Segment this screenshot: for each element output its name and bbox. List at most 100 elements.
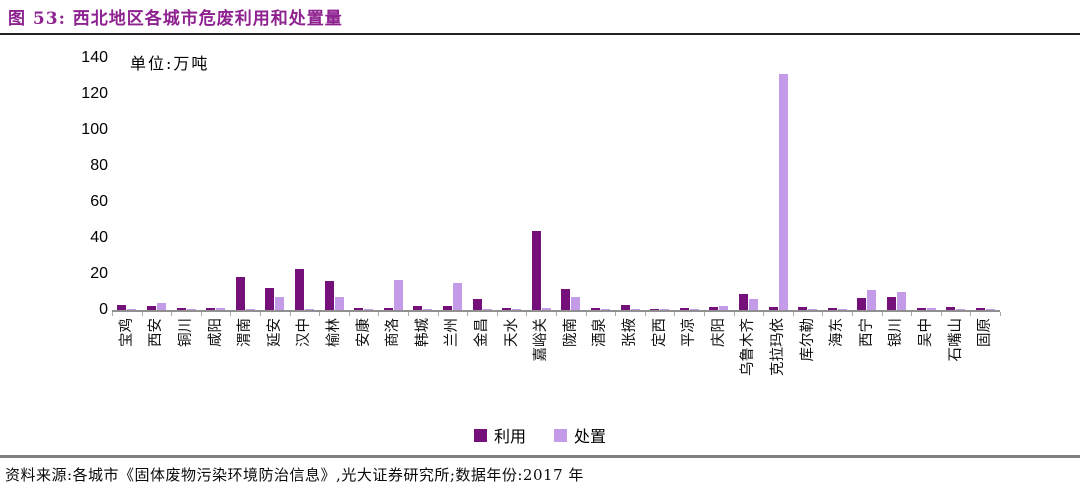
x-axis-tick: [881, 312, 883, 316]
y-tick-label: 120: [81, 85, 108, 102]
bar-利用-韩城: [413, 306, 423, 310]
x-axis-tick: [200, 312, 202, 316]
bar-利用-克拉玛依: [768, 307, 778, 310]
bar-利用-咸阳: [206, 308, 216, 310]
x-axis-tick: [585, 312, 587, 316]
bar-利用-金昌: [472, 299, 482, 310]
x-category-label: 银川: [888, 318, 905, 347]
x-category-label: 酒泉: [592, 318, 609, 347]
bar-利用-吴中: [916, 308, 926, 310]
x-axis-tick: [378, 312, 380, 316]
bar-处置-定西: [660, 308, 670, 310]
x-axis-tick: [792, 312, 794, 316]
x-axis-tick: [704, 312, 705, 316]
bar-利用-石嘴山: [946, 307, 956, 310]
x-axis-tick: [289, 312, 291, 316]
bar-处置-兰州: [452, 283, 462, 310]
bar-利用-天水: [502, 308, 512, 310]
bar-处置-宝鸡: [127, 308, 137, 310]
bar-处置-银川: [896, 292, 906, 310]
bar-处置-吴中: [926, 308, 936, 310]
bar-处置-咸阳: [216, 308, 226, 310]
bar-处置-渭南: [245, 308, 255, 310]
x-category-label: 汉中: [296, 318, 313, 347]
bar-处置-安康: [364, 308, 374, 310]
x-category-label: 咸阳: [207, 318, 224, 347]
figure-title: 图 53: 西北地区各城市危废利用和处置量: [8, 4, 343, 29]
x-category-label: 西安: [148, 318, 165, 347]
bar-处置-海东: [837, 308, 847, 310]
bar-利用-陇南: [561, 289, 571, 310]
x-category-label: 张掖: [622, 318, 638, 347]
x-axis-tick: [260, 312, 261, 316]
bar-利用-嘉峪关: [531, 230, 541, 310]
x-axis-tick: [496, 312, 498, 316]
source-note: 资料来源:各城市《固体废物污染环境防治信息》,光大证券研究所;数据年份:2017…: [5, 466, 584, 484]
x-axis-tick: [141, 312, 143, 316]
y-tick-label: 100: [81, 121, 108, 138]
x-axis-tick: [408, 312, 409, 316]
bar-处置-石嘴山: [956, 308, 966, 310]
plot-area: [112, 58, 1000, 312]
x-category-label: 吴中: [918, 318, 934, 347]
bar-处置-库尔勒: [808, 308, 818, 310]
bar-处置-韩城: [423, 308, 433, 310]
bar-处置-天水: [512, 308, 522, 310]
footer-divider: [0, 455, 1080, 458]
bar-利用-宝鸡: [117, 304, 127, 310]
bar-处置-酒泉: [600, 308, 610, 310]
bar-处置-金昌: [482, 308, 492, 310]
figure-title-text: 西北地区各城市危废利用和处置量: [72, 9, 343, 29]
bar-利用-西安: [146, 305, 156, 310]
x-axis-tick: [674, 312, 676, 316]
bar-处置-西宁: [867, 290, 877, 310]
x-axis-tick: [556, 312, 557, 316]
bar-利用-固原: [975, 308, 985, 310]
x-axis-tick: [763, 312, 765, 316]
x-category-label: 克拉玛依: [770, 318, 786, 376]
legend-label: 处置: [574, 427, 607, 446]
x-category-label: 嘉峪关: [533, 318, 550, 362]
bar-处置-张掖: [630, 308, 640, 310]
bar-利用-渭南: [235, 276, 245, 310]
x-axis-tick: [644, 312, 646, 316]
x-category-label: 金昌: [474, 318, 490, 347]
y-tick-label: 20: [90, 265, 108, 282]
x-axis-tick: [970, 312, 972, 316]
legend-swatch-icon: [473, 428, 487, 442]
bar-利用-兰州: [442, 305, 452, 310]
bar-利用-银川: [886, 297, 896, 310]
bar-利用-库尔勒: [798, 307, 808, 310]
x-category-label: 渭南: [237, 318, 254, 347]
x-category-label: 商洛: [385, 318, 402, 347]
bar-处置-西安: [156, 302, 166, 310]
x-axis-tick: [911, 312, 913, 316]
bar-处置-商洛: [393, 280, 403, 310]
x-axis-tick: [467, 312, 469, 316]
y-tick-label: 80: [90, 157, 108, 174]
bar-利用-商洛: [383, 308, 393, 310]
x-category-label: 兰州: [444, 318, 461, 347]
x-category-label: 铜川: [178, 318, 194, 347]
title-divider: [0, 33, 1080, 35]
x-axis-tick: [319, 312, 321, 316]
bar-利用-平凉: [679, 308, 689, 310]
bar-利用-汉中: [294, 268, 304, 310]
x-category-label: 石嘴山: [947, 318, 964, 362]
y-tick-label: 60: [90, 193, 108, 210]
x-category-label: 安康: [355, 318, 372, 347]
y-tick-label: 0: [99, 301, 108, 318]
bar-利用-乌鲁木齐: [738, 293, 748, 310]
unit-label: 单位:万吨: [130, 54, 210, 73]
bar-处置-延安: [275, 297, 285, 310]
bar-利用-延安: [265, 288, 275, 310]
x-category-label: 宝鸡: [118, 318, 135, 347]
bar-利用-安康: [354, 308, 364, 310]
bar-利用-定西: [650, 308, 660, 310]
x-axis-tick: [822, 312, 824, 316]
bar-利用-铜川: [176, 308, 186, 310]
bar-利用-庆阳: [709, 307, 719, 310]
y-tick-label: 40: [90, 229, 108, 246]
x-category-label: 定西: [651, 318, 668, 347]
